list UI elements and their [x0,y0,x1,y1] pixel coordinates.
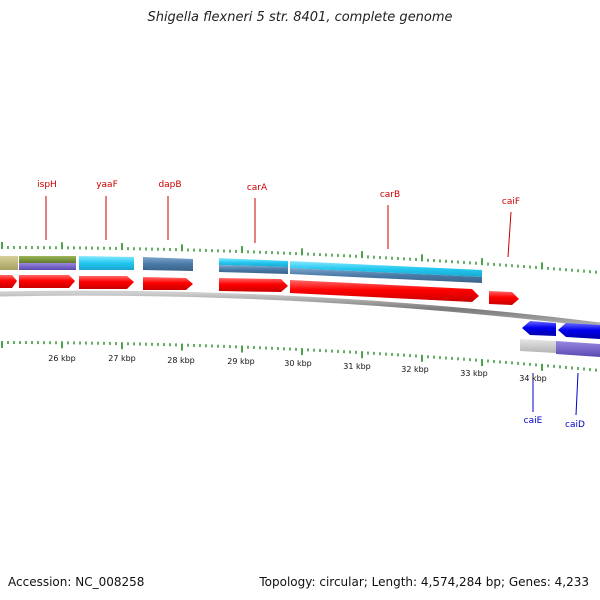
scale-label: 27 kbp [108,354,136,363]
feature-band-gray-caiE [520,339,556,353]
feature-bands [0,256,482,283]
feature-band-cyan-yaaF [79,256,134,270]
gene-label-caiF[interactable]: caiF [502,197,520,207]
cds-arrow-carB [290,280,479,302]
scale-label: 32 kbp [401,365,429,374]
scale-label: 28 kbp [167,356,195,365]
feature-band-tan [0,256,18,270]
feature-band-steel-carA [219,265,288,274]
reverse-cds-track [520,321,600,357]
scale-label: 26 kbp [48,354,76,363]
feature-band-steel-carB [290,268,482,283]
gene-leader-lines [45,196,579,416]
cds-arrow-caiF [489,291,519,305]
scale-labels: 26 kbp 27 kbp 28 kbp 29 kbp 30 kbp 31 kb… [48,354,547,383]
lower-tick-row [1,341,597,372]
upper-tick-row [1,242,597,274]
cds-arrow-yaaF [79,276,134,289]
scale-label: 31 kbp [343,362,371,371]
feature-band-purple [19,263,76,270]
gene-label-caiD[interactable]: caiD [565,420,585,430]
feature-band-cyan-carA [219,258,288,267]
feature-band-purple-caiD [556,341,600,357]
gene-label-yaaF[interactable]: yaaF [96,180,118,190]
page-title: Shigella flexneri 5 str. 8401, complete … [147,10,453,25]
scale-label: 34 kbp [519,374,547,383]
feature-band-steel-dapB [143,257,193,271]
scale-label: 33 kbp [460,369,488,378]
cds-arrow-dapB [143,277,193,290]
feature-band-olive [19,256,76,263]
accession-text: Accession: NC_008258 [8,575,145,589]
gene-label-ispH[interactable]: ispH [37,180,57,190]
genome-info-text: Topology: circular; Length: 4,574,284 bp… [259,575,589,589]
cds-arrow-partial [0,275,17,288]
cds-arrow-caiE [522,321,556,336]
forward-cds-track [0,275,519,305]
cds-arrow-ispH [19,275,75,288]
gene-label-carB[interactable]: carB [380,190,400,200]
scale-label: 30 kbp [284,359,312,368]
gene-label-carA[interactable]: carA [247,183,268,193]
gene-label-dapB[interactable]: dapB [158,180,181,190]
gene-label-caiE[interactable]: caiE [524,416,543,426]
cds-arrow-caiD [558,323,600,339]
feature-band-cyan-carB [290,261,482,277]
scale-label: 29 kbp [227,357,255,366]
genome-backbone [0,290,600,328]
cds-arrow-carA [219,278,288,292]
gene-labels: ispH yaaF dapB carA carB caiF caiE caiD [37,180,585,430]
